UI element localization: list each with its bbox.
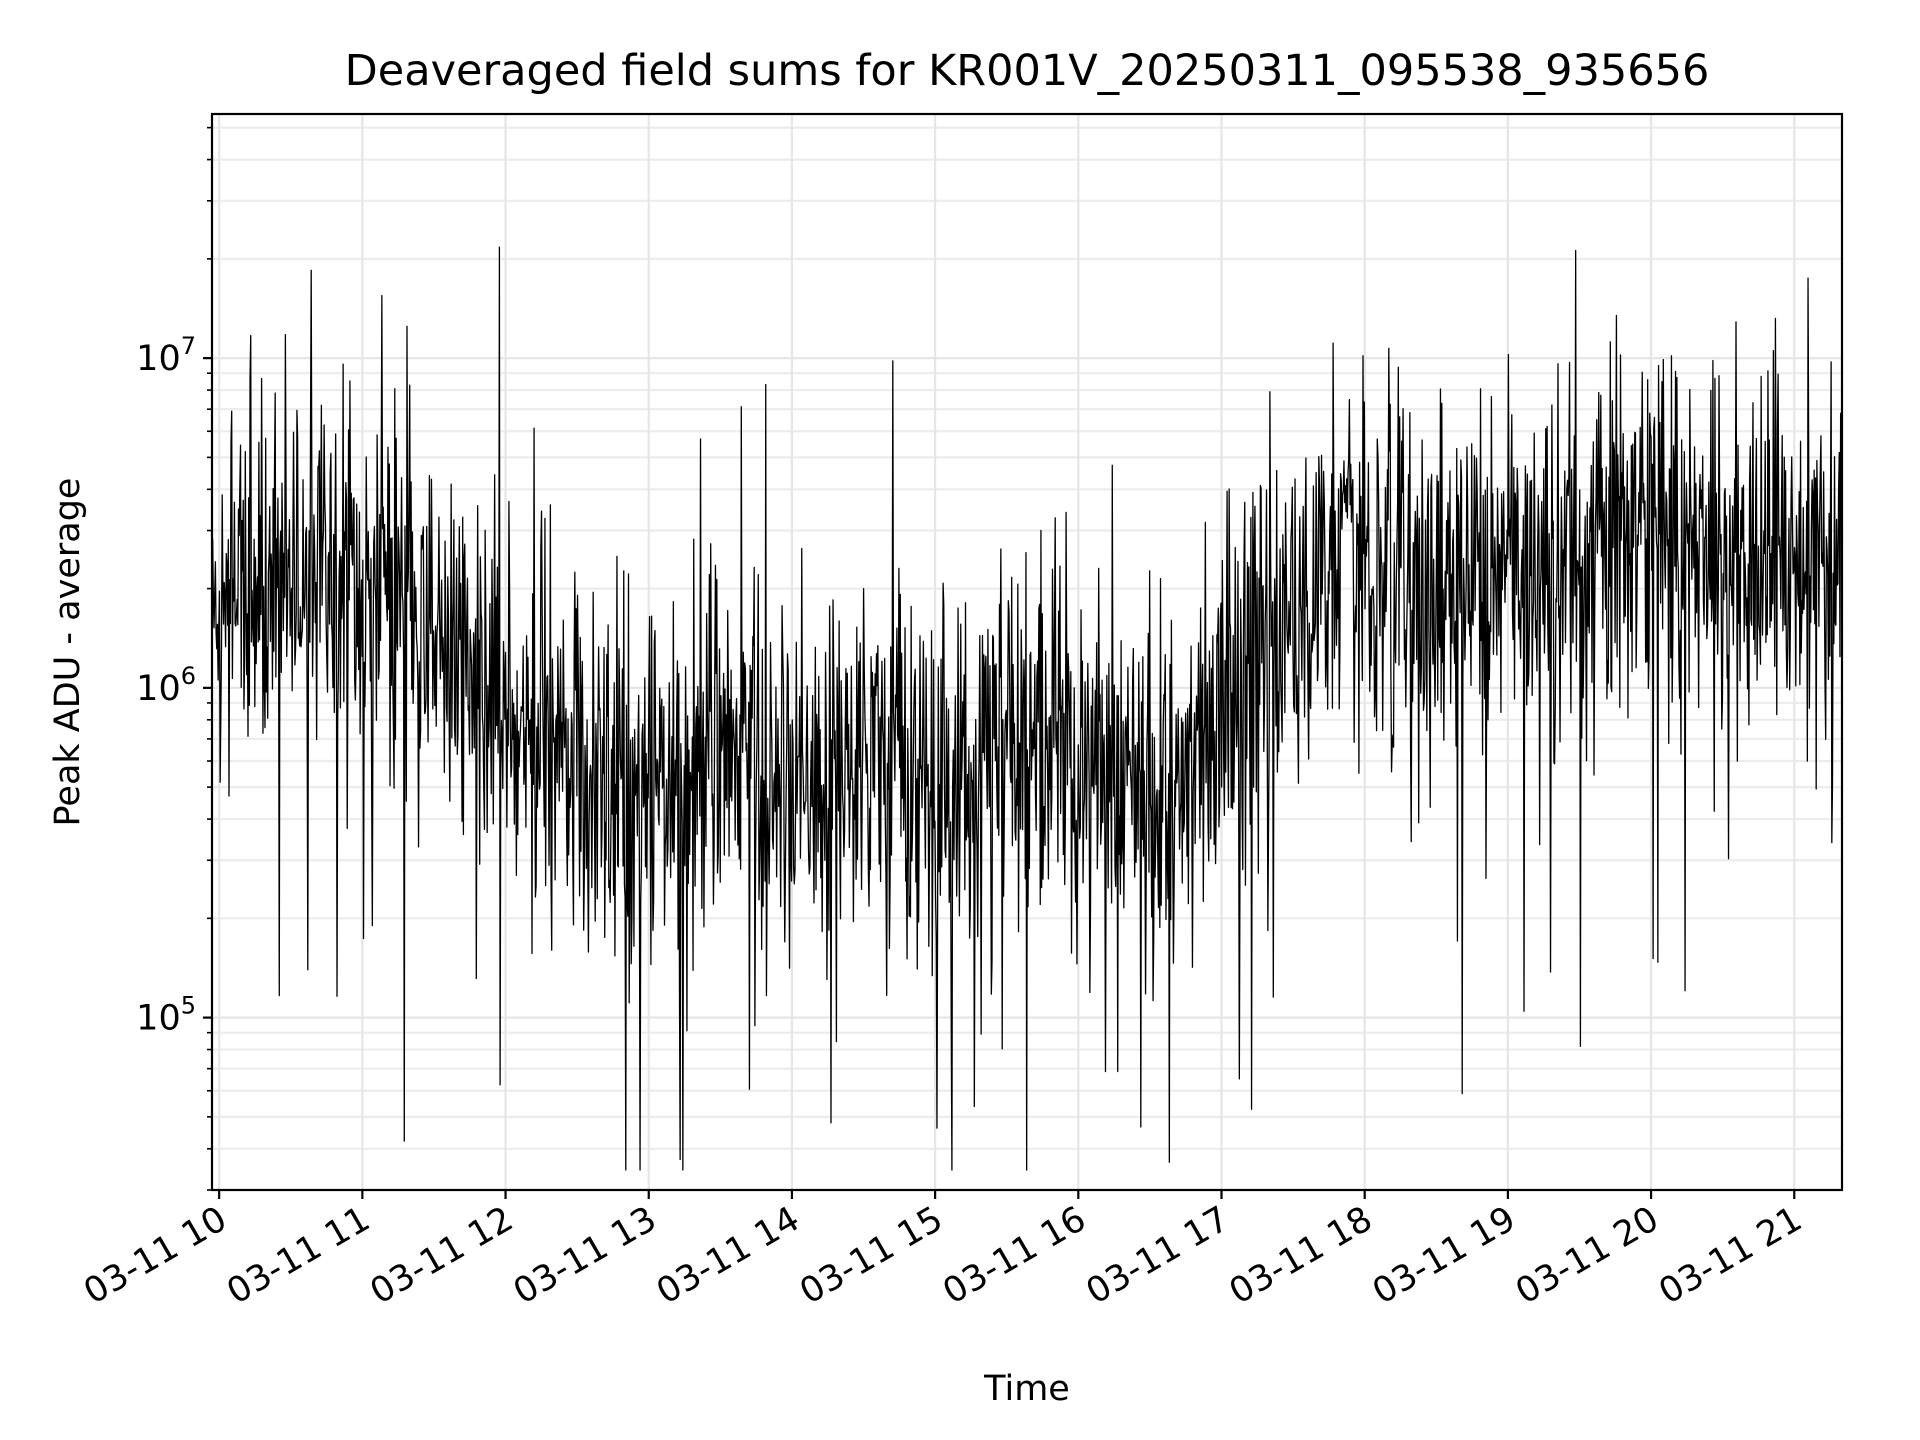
y-tick-label-exp: 6 [181,662,196,690]
plot-area [211,246,1843,1171]
chart-title: Deaveraged field sums for KR001V_2025031… [345,46,1710,96]
y-tick-label-exp: 5 [181,992,196,1020]
y-tick-label-exp: 7 [181,332,196,360]
y-tick-label-base: 10 [136,339,181,379]
y-tick-label: 105 [136,992,196,1039]
y-tick-label-base: 10 [136,999,181,1039]
y-tick-label-base: 10 [136,669,181,709]
y-tick-label: 106 [136,662,196,709]
y-axis-label: Peak ADU - average [48,478,88,827]
y-tick-label: 107 [136,332,196,379]
axes-frame [210,112,1844,1192]
x-axis-label: Time [983,1369,1070,1409]
series-line [211,246,1843,1171]
